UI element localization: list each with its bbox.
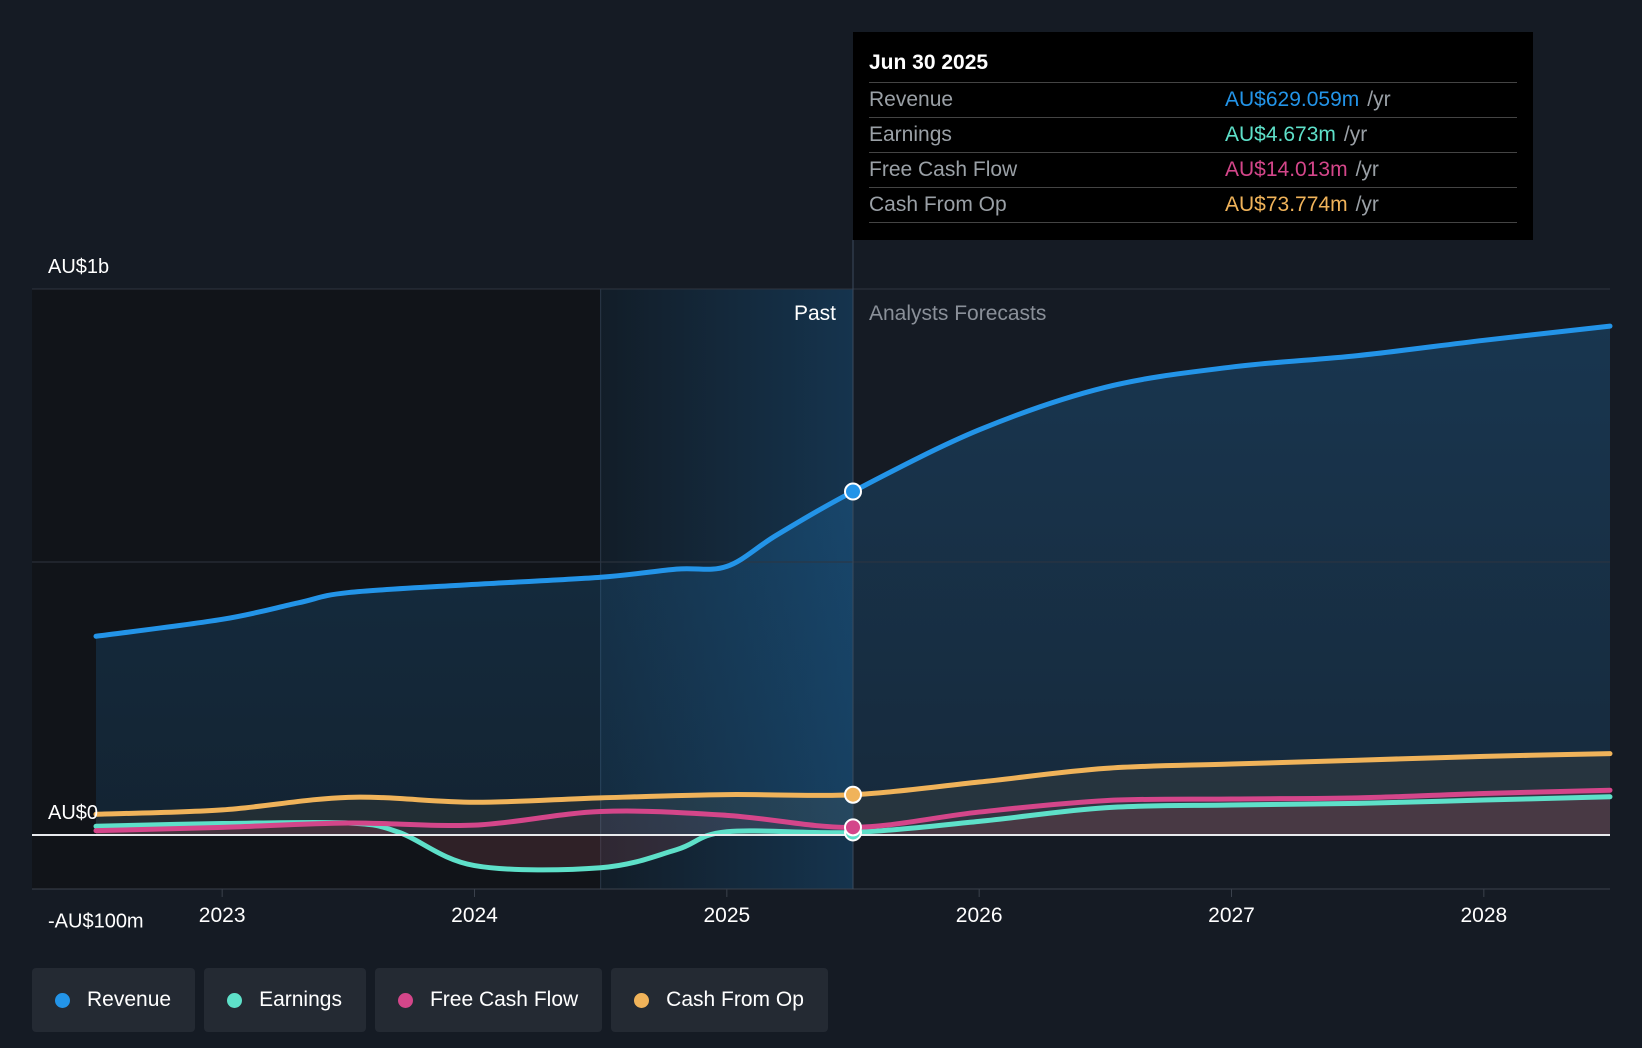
- free-cash-flow-dot-icon: [397, 992, 413, 1008]
- y-axis-label: AU$0: [48, 802, 98, 824]
- y-axis-label: -AU$100m: [48, 911, 144, 933]
- legend-label: Revenue: [87, 988, 172, 1011]
- x-tick-label: 2023: [199, 904, 246, 927]
- legend-item-revenue[interactable]: Revenue: [32, 968, 196, 1032]
- tooltip-unit: /yr: [1355, 193, 1379, 216]
- legend-item-free-cash-flow[interactable]: Free Cash Flow: [374, 968, 603, 1032]
- marker-cash-from-op: [844, 785, 862, 804]
- earnings-dot-icon: [227, 992, 243, 1008]
- legend-item-cash-from-op[interactable]: Cash From Op: [611, 968, 828, 1032]
- tooltip-label: Free Cash Flow: [869, 158, 1018, 181]
- tooltip: Jun 30 2025 Revenue AU$629.059m /yr Earn…: [853, 32, 1533, 240]
- marker-free-cash-flow: [844, 818, 862, 837]
- legend-item-earnings[interactable]: Earnings: [204, 968, 366, 1032]
- x-tick-label: 2028: [1460, 904, 1507, 927]
- legend-label: Earnings: [259, 988, 342, 1011]
- tooltip-value: AU$629.059m: [1225, 88, 1360, 111]
- tooltip-row-cash-from-op: Cash From Op AU$73.774m /yr: [869, 188, 1517, 223]
- cash-from-op-dot-icon: [634, 992, 650, 1008]
- tooltip-label: Earnings: [869, 123, 952, 146]
- tooltip-value: AU$14.013m: [1225, 158, 1348, 181]
- marker-revenue: [844, 482, 862, 501]
- x-tick-label: 2027: [1208, 904, 1255, 927]
- tooltip-row-free-cash-flow: Free Cash Flow AU$14.013m /yr: [869, 153, 1517, 188]
- x-tick-label: 2026: [956, 904, 1003, 927]
- tooltip-label: Cash From Op: [869, 193, 1007, 216]
- tooltip-unit: /yr: [1355, 158, 1379, 181]
- tooltip-row-revenue: Revenue AU$629.059m /yr: [869, 83, 1517, 118]
- series-area-cash-from-op: [96, 753, 1610, 835]
- tooltip-value: AU$4.673m: [1225, 123, 1336, 146]
- tooltip-row-earnings: Earnings AU$4.673m /yr: [869, 118, 1517, 153]
- tooltip-date: Jun 30 2025: [869, 48, 1517, 83]
- tooltip-value: AU$73.774m: [1225, 193, 1348, 216]
- past-label: Past: [794, 302, 836, 325]
- forecast-label: Analysts Forecasts: [869, 302, 1046, 325]
- series-line-revenue: [93, 323, 1613, 639]
- tooltip-label: Revenue: [869, 88, 954, 111]
- revenue-dot-icon: [55, 992, 70, 1008]
- tooltip-unit: /yr: [1367, 88, 1391, 111]
- x-tick-label: 2024: [451, 904, 498, 927]
- tooltip-unit: /yr: [1343, 123, 1368, 146]
- legend: Revenue Earnings Free Cash Flow Cash Fro…: [32, 968, 828, 1032]
- y-axis-label: AU$1b: [48, 256, 109, 278]
- legend-label: Free Cash Flow: [429, 988, 579, 1011]
- x-tick-label: 2025: [703, 904, 750, 927]
- legend-label: Cash From Op: [666, 988, 804, 1011]
